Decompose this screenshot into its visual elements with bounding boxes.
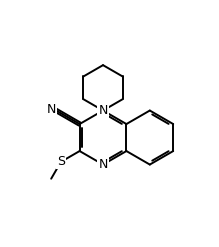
Text: N: N: [47, 103, 56, 117]
Text: N: N: [98, 158, 108, 171]
Text: N: N: [98, 104, 108, 117]
Text: S: S: [57, 155, 65, 168]
